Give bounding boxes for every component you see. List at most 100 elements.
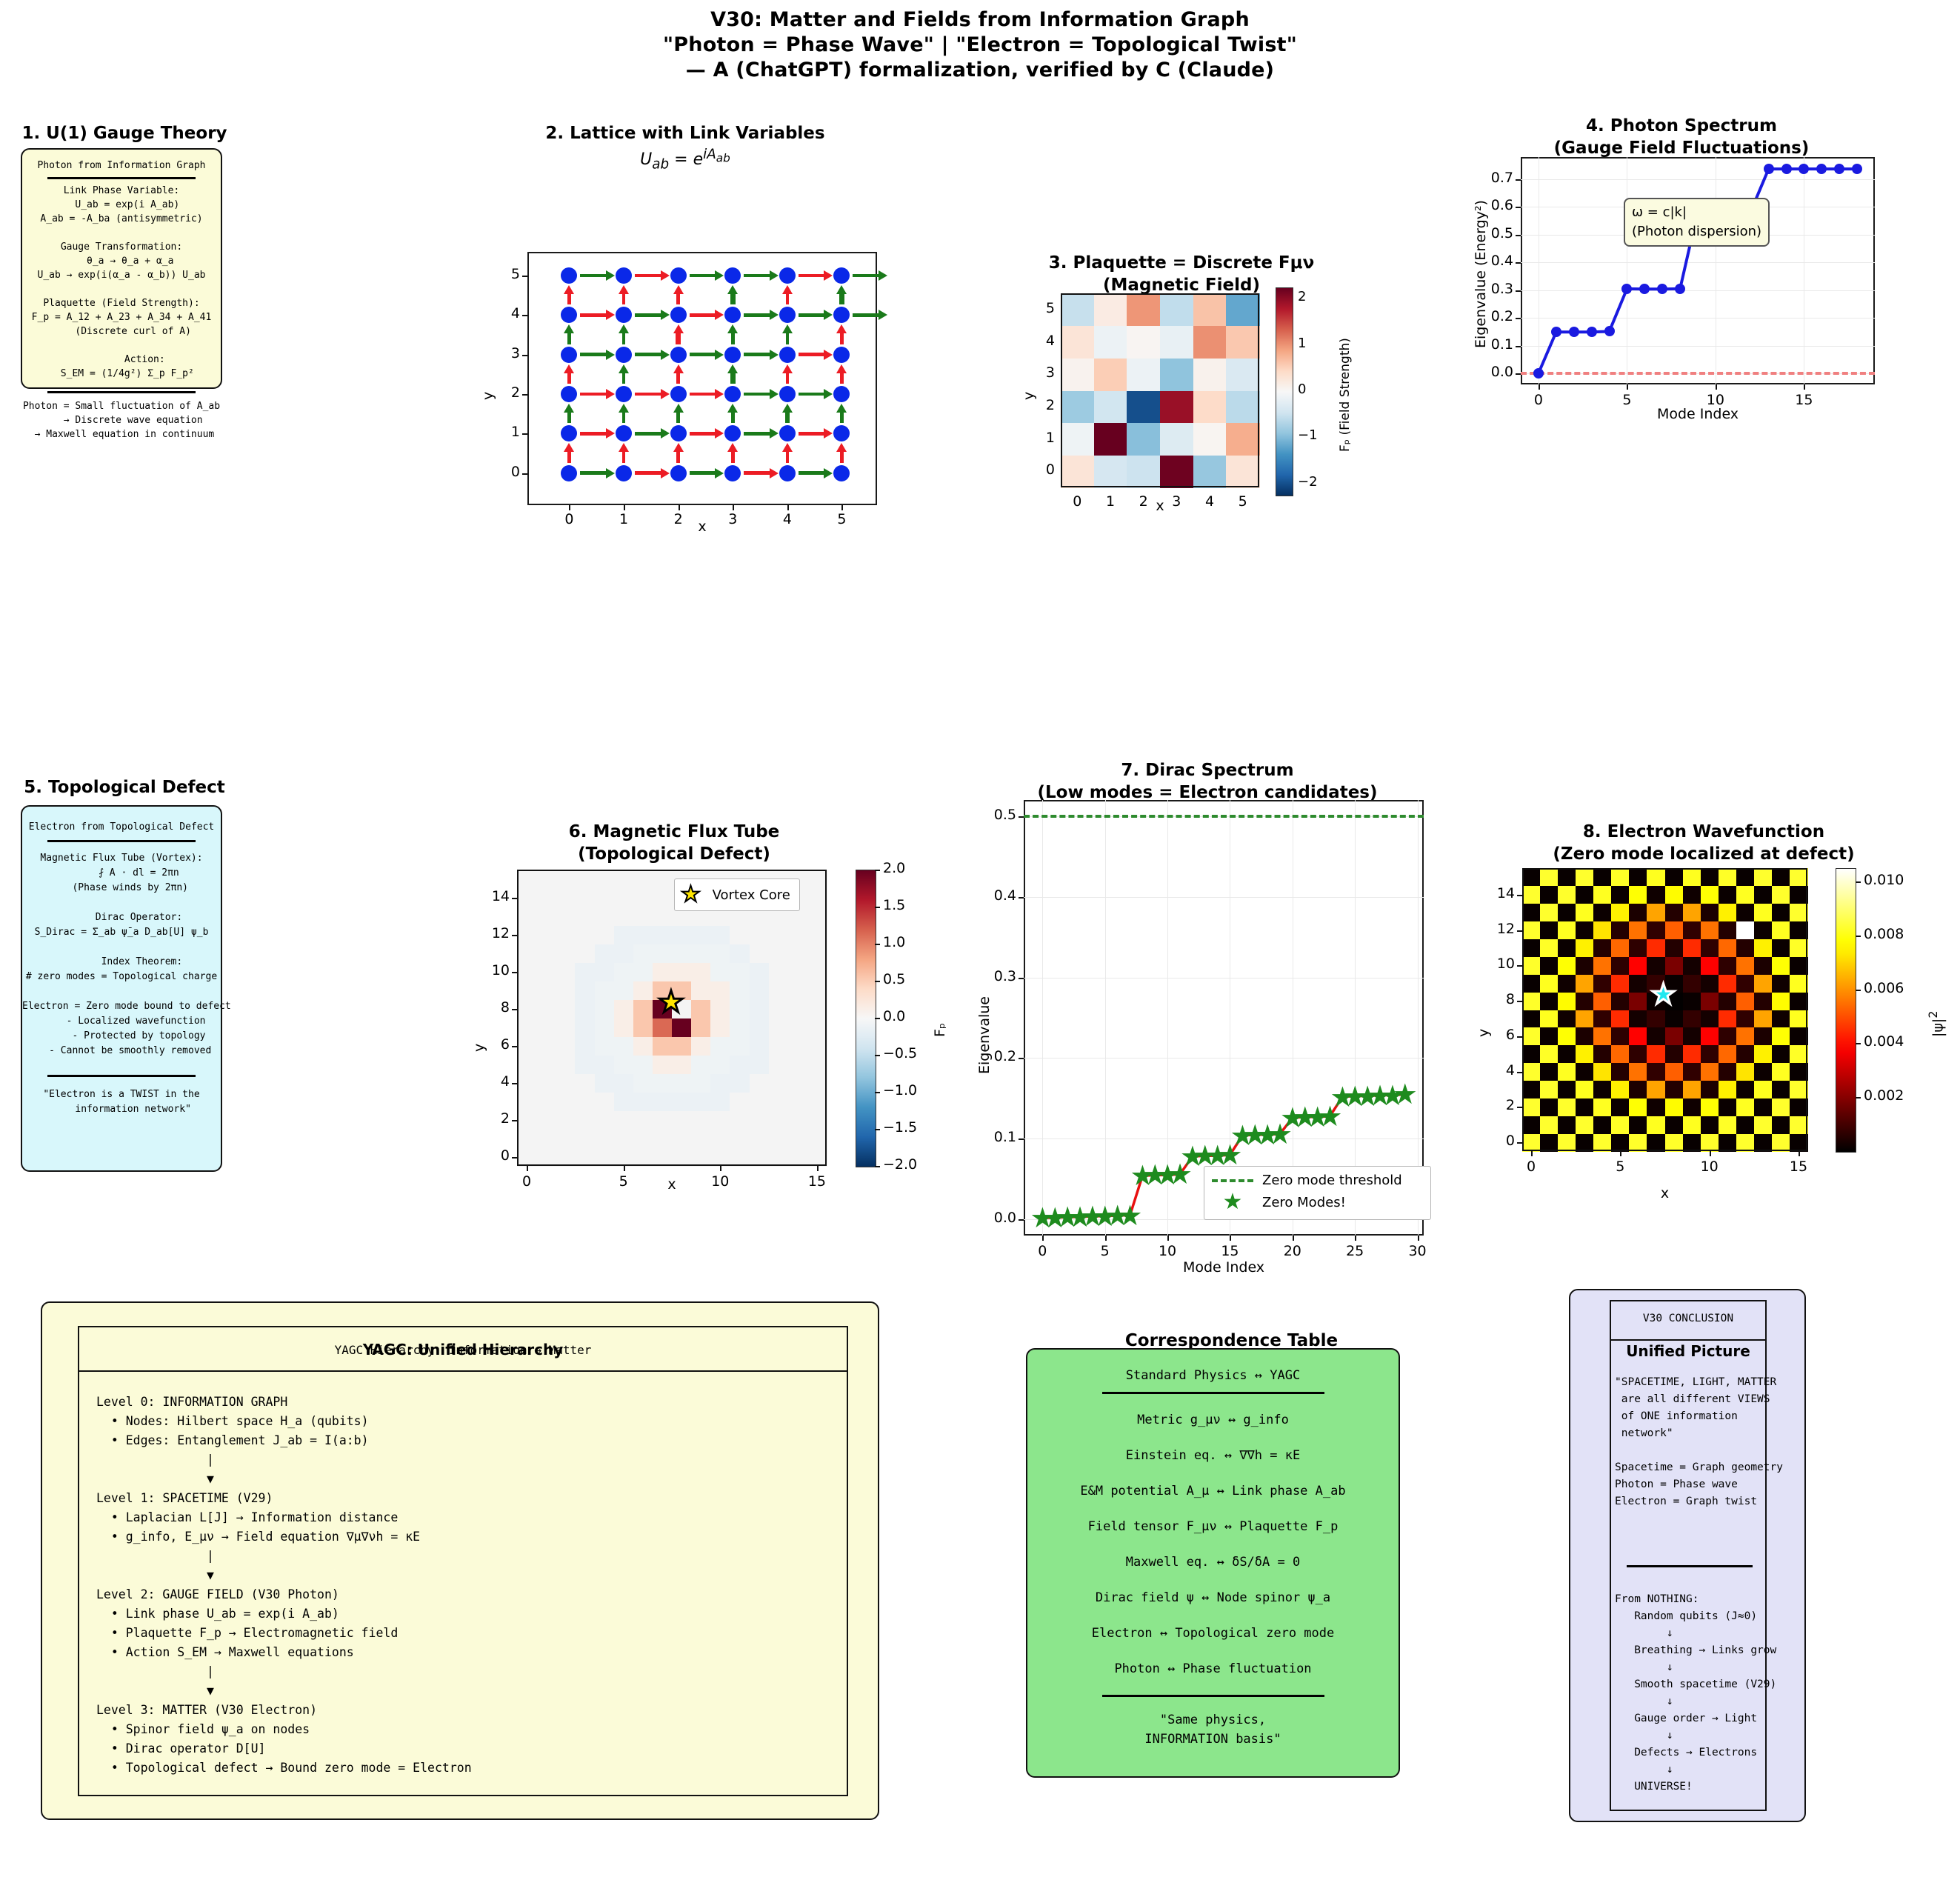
lattice-link-vertical xyxy=(731,330,735,344)
heatmap-cell xyxy=(517,870,537,889)
heatmap-cell xyxy=(1558,1010,1576,1028)
panel3-cbar-tick: 2 xyxy=(1298,289,1307,305)
lattice-arrowhead xyxy=(606,310,616,321)
heatmap-cell xyxy=(575,1129,596,1148)
lattice-link-horizontal xyxy=(689,392,718,396)
heatmap-cell xyxy=(613,870,634,889)
heatmap-cell xyxy=(1522,1027,1541,1046)
lattice-link-vertical xyxy=(840,449,844,463)
heatmap-cell xyxy=(594,1129,615,1148)
lattice-link-horizontal xyxy=(635,471,663,475)
heatmap-cell xyxy=(691,944,711,963)
heatmap-cell xyxy=(613,1018,634,1037)
panel2-title: 2. Lattice with Link Variables xyxy=(545,124,825,143)
heatmap-cell xyxy=(768,999,789,1018)
heatmap-cell xyxy=(633,999,653,1018)
panel6-cbar-tick: −1.5 xyxy=(883,1119,918,1136)
heatmap-cell xyxy=(1061,422,1095,456)
panel7-data-marker: ★ xyxy=(1292,1100,1318,1133)
heatmap-cell xyxy=(749,1073,770,1093)
heatmap-cell xyxy=(1558,992,1576,1010)
heatmap-cell xyxy=(1789,938,1808,957)
panel1-textbox: Photon from Information Graph Link Phase… xyxy=(21,148,222,440)
panel7-gridline-h xyxy=(1024,896,1424,898)
panel4-data-point xyxy=(1657,284,1668,295)
panel3-ytick: 0 xyxy=(1045,461,1055,479)
heatmap-cell xyxy=(1558,1044,1576,1064)
heatmap-cell xyxy=(1629,1133,1648,1152)
heatmap-cell xyxy=(594,907,615,926)
heatmap-cell xyxy=(575,962,596,981)
panel6-ytick-mark xyxy=(512,934,517,936)
heatmap-cell xyxy=(613,1110,634,1130)
panel2-xtick: 5 xyxy=(837,511,847,527)
lattice-link-horizontal xyxy=(635,392,663,396)
heatmap-cell xyxy=(768,925,789,944)
lattice-link-vertical xyxy=(621,370,626,384)
heatmap-cell xyxy=(1093,455,1127,488)
heatmap-cell xyxy=(730,944,750,963)
heatmap-cell xyxy=(652,1036,673,1056)
lattice-arrowhead xyxy=(715,467,724,479)
heatmap-cell xyxy=(1736,1116,1755,1134)
heatmap-cell xyxy=(1540,1027,1559,1046)
panel4-gridline-h xyxy=(1521,262,1875,264)
heatmap-cell xyxy=(730,981,750,1000)
heatmap-cell xyxy=(1789,956,1808,975)
heatmap-cell xyxy=(1664,1080,1684,1098)
heatmap-cell xyxy=(1629,974,1648,993)
heatmap-cell xyxy=(1700,868,1719,887)
lattice-link-horizontal xyxy=(744,273,772,278)
heatmap-cell xyxy=(807,1147,827,1167)
heatmap-cell xyxy=(1558,868,1576,887)
lattice-arrowhead xyxy=(769,310,779,321)
lattice-arrowhead xyxy=(660,270,670,281)
heatmap-cell xyxy=(1718,1044,1737,1064)
panel8-ytick-mark xyxy=(1517,1001,1522,1003)
panel7-xtick-mark xyxy=(1292,1236,1294,1241)
heatmap-cell xyxy=(672,1129,692,1148)
panel8-xtick-mark xyxy=(1620,1151,1622,1156)
heatmap-cell xyxy=(1789,1116,1808,1134)
lattice-arrowhead xyxy=(769,349,779,360)
panel6-ytick: 6 xyxy=(500,1036,510,1053)
heatmap-cell xyxy=(536,944,556,963)
heatmap-cell xyxy=(730,1036,750,1056)
panel6-cbar-tick-mark xyxy=(875,1092,880,1093)
heatmap-cell xyxy=(517,1129,537,1148)
heatmap-cell xyxy=(613,1147,634,1167)
panel4-data-point xyxy=(1799,164,1810,175)
heatmap-cell xyxy=(1700,1044,1719,1064)
heatmap-cell xyxy=(1753,992,1773,1010)
panel6-colorbar-label: Fₚ xyxy=(932,1022,948,1037)
heatmap-cell xyxy=(1226,390,1260,424)
panel7-data-marker: ★ xyxy=(1142,1158,1168,1192)
heatmap-cell xyxy=(1593,992,1612,1010)
heatmap-cell xyxy=(613,1036,634,1056)
lattice-node xyxy=(561,464,578,481)
panel6-ytick: 8 xyxy=(500,998,510,1016)
lattice-node xyxy=(779,464,796,481)
heatmap-cell xyxy=(787,1018,808,1037)
heatmap-cell xyxy=(1629,903,1648,922)
heatmap-cell xyxy=(1593,885,1612,904)
heatmap-cell xyxy=(1576,1116,1594,1134)
lattice-arrowhead xyxy=(715,270,724,281)
lattice-arrowhead xyxy=(564,324,575,334)
panel7-ytick: 0.4 xyxy=(993,887,1016,904)
heatmap-cell xyxy=(1193,455,1227,488)
heatmap-cell xyxy=(749,1092,770,1111)
lattice-link-horizontal xyxy=(798,273,827,278)
lattice-arrowhead xyxy=(619,364,630,373)
panel4-data-point xyxy=(1781,164,1792,175)
heatmap-cell xyxy=(1593,1080,1612,1098)
lattice-arrowhead xyxy=(769,428,779,439)
heatmap-cell xyxy=(1226,293,1260,327)
panel7-xtick: 0 xyxy=(1038,1243,1047,1259)
lattice-node xyxy=(724,267,741,284)
lattice-arrowhead xyxy=(836,324,847,334)
heatmap-cell xyxy=(575,1092,596,1111)
panel3-colorbar xyxy=(1276,287,1293,496)
panel4-xtick-mark xyxy=(1804,384,1806,390)
panel4-title: 4. Photon Spectrum (Gauge Field Fluctuat… xyxy=(1553,116,1810,158)
